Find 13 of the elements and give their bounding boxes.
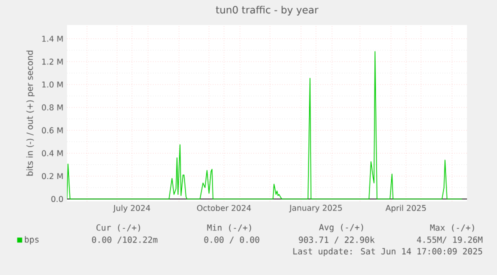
text: Cur (-/+) [96,224,140,232]
text: 4.55M/ 19.26M [416,236,482,244]
text: Last update: Sat Jun 14 17:00:09 2025 [293,248,482,256]
line-series [67,51,462,200]
y-axis-title: bits in (-) / out (+) per second [26,50,35,176]
text: 0.00 /102.22m [92,236,158,244]
chart-title: tun0 traffic - by year [216,6,318,16]
text: 0.00 / 0.00 [204,236,260,244]
text: 903.71 / 22.90k [298,236,375,244]
legend-label: bps [24,236,39,244]
text: Max (-/+) [430,224,474,232]
text: Min (-/+) [207,224,252,232]
text: Avg (-/+) [319,224,364,232]
